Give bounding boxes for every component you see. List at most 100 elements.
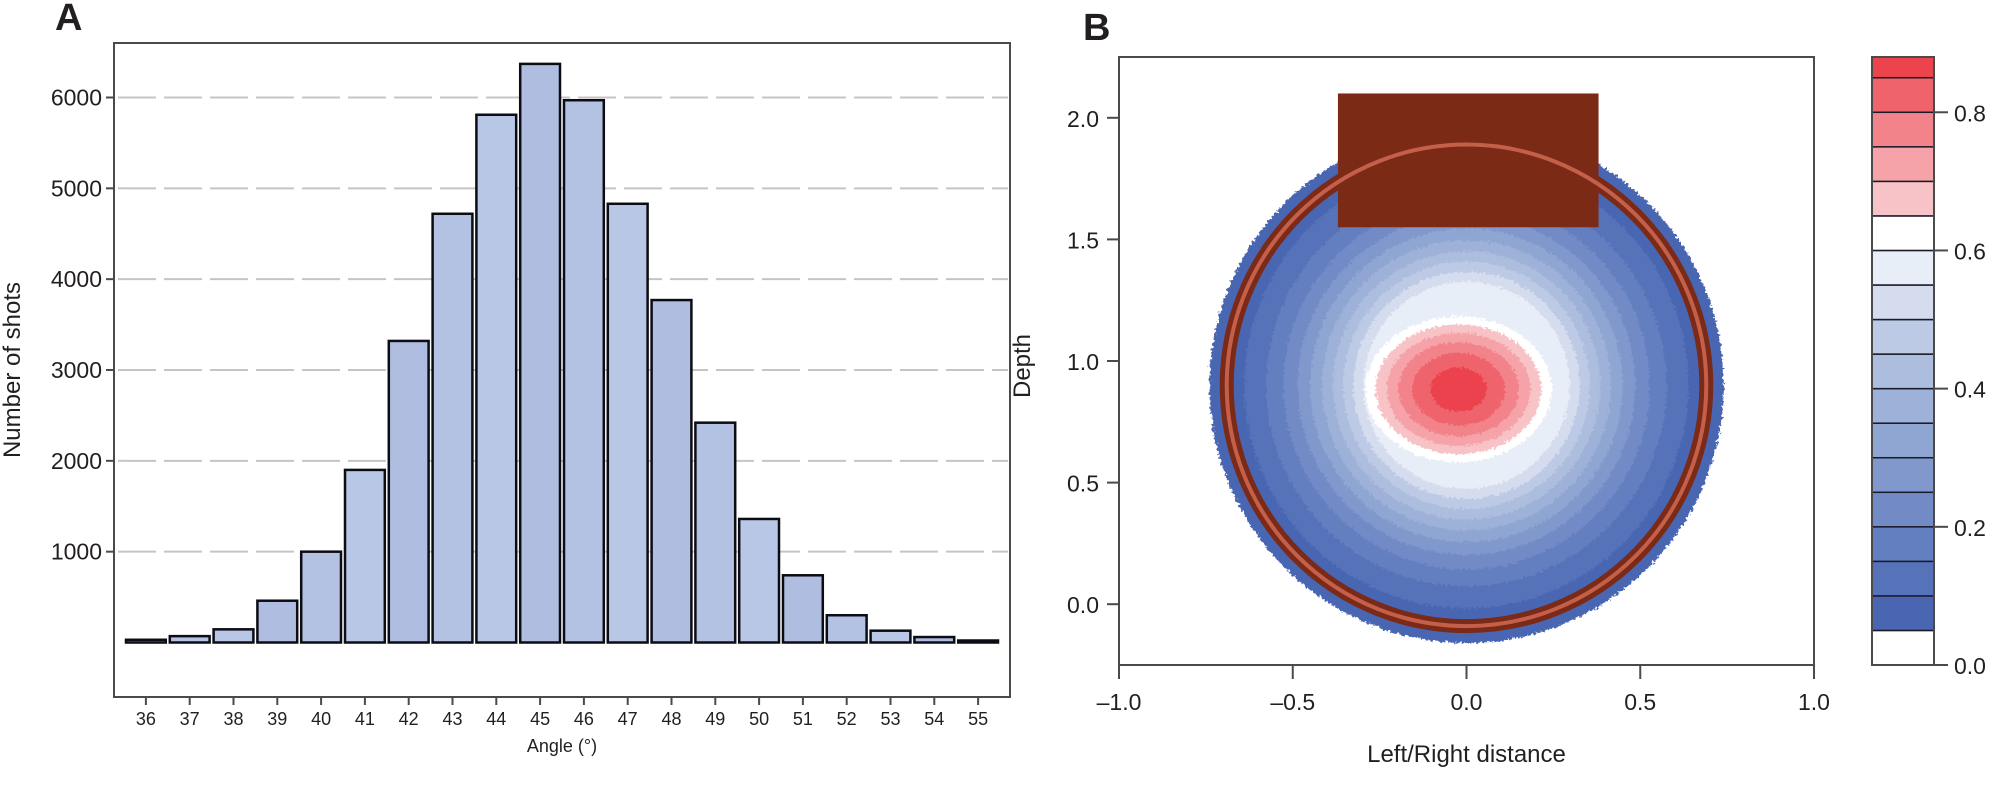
colorbar-band <box>1871 76 1935 114</box>
y-tick-label: 1000 <box>51 539 102 565</box>
bars <box>124 62 1000 644</box>
bar-41 <box>343 468 387 644</box>
x-tick-label: 45 <box>530 709 550 729</box>
colorbar-band <box>1871 284 1935 321</box>
bar-49 <box>694 421 737 644</box>
colorbar-bands <box>1871 56 1935 666</box>
heatmap-panel: 0.00.51.01.52.0 –1.0 –0.5 0.0 0.5 1.0 Depth … <box>1009 56 1830 768</box>
bar-36 <box>124 638 168 644</box>
colorbar-band <box>1871 318 1935 355</box>
colorbar-band <box>1871 422 1935 459</box>
x-tick-label: 40 <box>311 709 331 729</box>
x-tick-label: 44 <box>486 709 506 729</box>
colorbar-band <box>1871 526 1935 563</box>
colorbar-band <box>1871 180 1935 217</box>
field-band <box>1430 367 1487 412</box>
bar-48 <box>650 298 693 644</box>
y-axis-b: 0.0 0.5 1.0 1.5 2.0 <box>1067 106 1119 618</box>
bar-50 <box>737 517 781 644</box>
bar-52 <box>825 614 868 644</box>
x-tick-label: 1.0 <box>1798 689 1830 715</box>
y-tick-label: 0.5 <box>1067 471 1099 497</box>
y-tick-label: 6000 <box>51 85 102 111</box>
x-tick-label: 55 <box>968 709 988 729</box>
x-tick-label: 53 <box>880 709 900 729</box>
y-tick-label: 4000 <box>51 266 102 292</box>
x-axis-title: Angle (°) <box>527 736 597 756</box>
bar-42 <box>387 339 430 644</box>
bar-51 <box>781 574 825 644</box>
colorbar-band <box>1871 560 1935 597</box>
bar-38 <box>212 628 255 644</box>
x-tick-label: –1.0 <box>1097 689 1142 715</box>
x-tick-label: 47 <box>618 709 638 729</box>
bar-54 <box>913 635 956 644</box>
colorbar-band <box>1871 629 1935 666</box>
colorbar-band <box>1871 387 1935 424</box>
bar-39 <box>256 599 299 644</box>
x-axis-title-b: Left/Right distance <box>1367 741 1566 768</box>
y-tick-label: 5000 <box>51 175 102 201</box>
colorbar-band <box>1871 595 1935 632</box>
colorbar-tick-label: 0.8 <box>1954 100 1986 126</box>
bar-46 <box>562 98 606 644</box>
x-tick-label: 46 <box>574 709 594 729</box>
y-tick-label: 1.5 <box>1067 227 1099 253</box>
colorbar-tick-label: 0.0 <box>1954 653 1986 679</box>
bar-55 <box>956 639 1000 644</box>
y-tick-label: 1.0 <box>1067 349 1099 375</box>
x-tick-label: 49 <box>705 709 725 729</box>
y-tick-label: 3000 <box>51 357 102 383</box>
x-axis-b: –1.0 –0.5 0.0 0.5 1.0 <box>1097 665 1830 715</box>
panel-label-b: B <box>1083 7 1110 49</box>
panel-label-a: A <box>55 0 82 39</box>
x-tick-label: 43 <box>442 709 462 729</box>
bar-40 <box>299 550 343 644</box>
y-axis: 1000 2000 3000 4000 5000 6000 <box>51 85 114 565</box>
x-axis: 36 37 38 39 40 41 42 43 44 45 46 47 48 49 50 51 52 53 54 55 <box>136 697 988 729</box>
colorbar-band <box>1871 56 1935 79</box>
colorbar-tick-label: 0.6 <box>1954 238 1986 264</box>
rim <box>1219 137 1714 634</box>
y-axis-title: Number of shots <box>0 282 26 458</box>
x-tick-label: 0.5 <box>1624 689 1656 715</box>
y-tick-label: 2.0 <box>1067 106 1099 132</box>
colorbar-band <box>1871 111 1935 148</box>
x-tick-label: –0.5 <box>1270 689 1315 715</box>
colorbar-band <box>1871 146 1935 183</box>
x-tick-label: 39 <box>267 709 287 729</box>
y-tick-label: 2000 <box>51 448 102 474</box>
x-tick-label: 50 <box>749 709 769 729</box>
x-tick-label: 37 <box>180 709 200 729</box>
x-tick-label: 42 <box>399 709 419 729</box>
bar-37 <box>168 634 211 644</box>
colorbar-tick-label: 0.4 <box>1954 377 1986 403</box>
x-tick-label: 52 <box>837 709 857 729</box>
x-tick-label: 0.0 <box>1451 689 1483 715</box>
probability-field <box>1209 127 1724 644</box>
x-tick-label: 38 <box>223 709 243 729</box>
colorbar: 0.0 0.2 0.4 0.6 0.8 <box>1871 56 1986 679</box>
x-tick-label: 54 <box>924 709 944 729</box>
x-tick-label: 41 <box>355 709 375 729</box>
x-tick-label: 48 <box>661 709 681 729</box>
colorbar-band <box>1871 456 1935 494</box>
histogram-panel: 1000 2000 3000 4000 5000 6000 36 37 38 39 40 41 42 4… <box>0 42 1011 756</box>
colorbar-band <box>1871 249 1935 286</box>
colorbar-band <box>1871 215 1935 252</box>
bar-53 <box>869 629 912 644</box>
x-tick-label: 51 <box>793 709 813 729</box>
y-tick-label: 0.0 <box>1067 592 1099 618</box>
colorbar-frame <box>1871 56 1935 666</box>
bar-45 <box>518 62 562 644</box>
colorbar-band <box>1871 353 1935 390</box>
x-tick-label: 36 <box>136 709 156 729</box>
y-axis-title-b: Depth <box>1009 334 1036 398</box>
colorbar-ticks: 0.0 0.2 0.4 0.6 0.8 <box>1934 100 1986 679</box>
bar-44 <box>475 113 518 644</box>
rim-highlight <box>1224 142 1709 629</box>
colorbar-band <box>1871 491 1935 528</box>
bar-43 <box>431 212 474 644</box>
bar-47 <box>606 202 649 644</box>
